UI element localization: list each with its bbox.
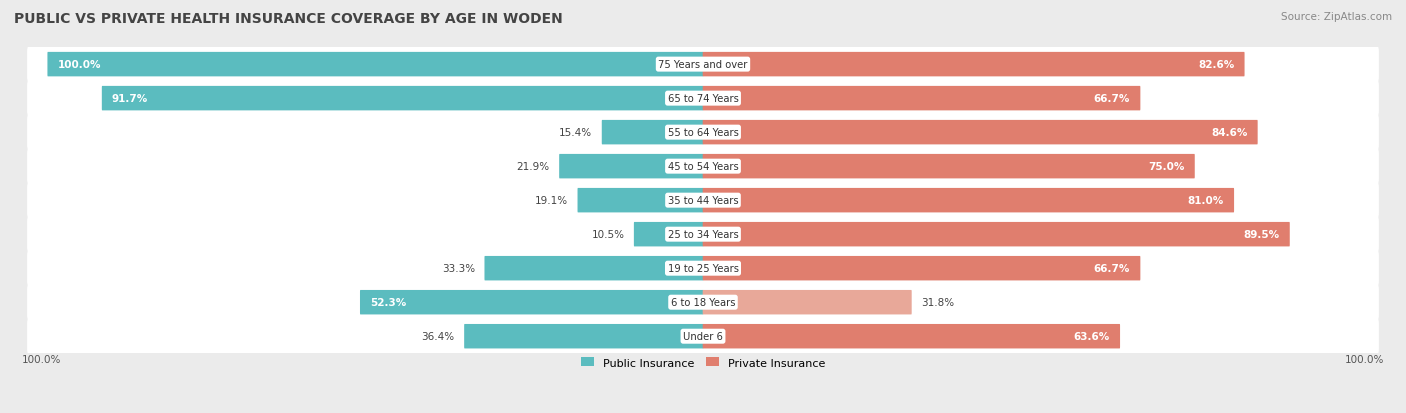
- FancyBboxPatch shape: [27, 251, 1379, 286]
- Text: Under 6: Under 6: [683, 331, 723, 342]
- FancyBboxPatch shape: [485, 256, 703, 281]
- Text: 75.0%: 75.0%: [1149, 162, 1185, 172]
- FancyBboxPatch shape: [27, 150, 1379, 184]
- Text: Source: ZipAtlas.com: Source: ZipAtlas.com: [1281, 12, 1392, 22]
- Text: 33.3%: 33.3%: [441, 263, 475, 273]
- Text: 36.4%: 36.4%: [422, 331, 454, 342]
- FancyBboxPatch shape: [703, 290, 911, 315]
- FancyBboxPatch shape: [27, 116, 1379, 150]
- Text: 66.7%: 66.7%: [1094, 94, 1130, 104]
- Text: 19.1%: 19.1%: [534, 196, 568, 206]
- Text: 91.7%: 91.7%: [112, 94, 148, 104]
- FancyBboxPatch shape: [48, 53, 703, 77]
- FancyBboxPatch shape: [703, 121, 1257, 145]
- FancyBboxPatch shape: [703, 188, 1234, 213]
- FancyBboxPatch shape: [360, 290, 703, 315]
- FancyBboxPatch shape: [703, 53, 1244, 77]
- Text: 84.6%: 84.6%: [1211, 128, 1247, 138]
- FancyBboxPatch shape: [578, 188, 703, 213]
- FancyBboxPatch shape: [31, 49, 1375, 83]
- FancyBboxPatch shape: [703, 87, 1140, 111]
- Text: 63.6%: 63.6%: [1074, 331, 1109, 342]
- Text: 52.3%: 52.3%: [370, 297, 406, 307]
- Text: 25 to 34 Years: 25 to 34 Years: [668, 230, 738, 240]
- FancyBboxPatch shape: [27, 319, 1379, 354]
- Text: 65 to 74 Years: 65 to 74 Years: [668, 94, 738, 104]
- FancyBboxPatch shape: [703, 222, 1289, 247]
- Text: 82.6%: 82.6%: [1198, 60, 1234, 70]
- FancyBboxPatch shape: [703, 256, 1140, 281]
- FancyBboxPatch shape: [31, 320, 1375, 355]
- Text: 100.0%: 100.0%: [1346, 354, 1385, 364]
- Text: 55 to 64 Years: 55 to 64 Years: [668, 128, 738, 138]
- FancyBboxPatch shape: [31, 151, 1375, 185]
- Text: 21.9%: 21.9%: [516, 162, 550, 172]
- FancyBboxPatch shape: [31, 117, 1375, 152]
- Text: 75 Years and over: 75 Years and over: [658, 60, 748, 70]
- FancyBboxPatch shape: [27, 47, 1379, 82]
- FancyBboxPatch shape: [27, 217, 1379, 252]
- Legend: Public Insurance, Private Insurance: Public Insurance, Private Insurance: [576, 353, 830, 372]
- FancyBboxPatch shape: [31, 185, 1375, 219]
- FancyBboxPatch shape: [31, 83, 1375, 118]
- FancyBboxPatch shape: [101, 87, 703, 111]
- Text: 31.8%: 31.8%: [921, 297, 955, 307]
- FancyBboxPatch shape: [31, 253, 1375, 287]
- FancyBboxPatch shape: [703, 154, 1195, 179]
- Text: 15.4%: 15.4%: [560, 128, 592, 138]
- FancyBboxPatch shape: [602, 121, 703, 145]
- FancyBboxPatch shape: [31, 218, 1375, 253]
- FancyBboxPatch shape: [703, 324, 1121, 349]
- Text: 19 to 25 Years: 19 to 25 Years: [668, 263, 738, 273]
- FancyBboxPatch shape: [464, 324, 703, 349]
- FancyBboxPatch shape: [27, 82, 1379, 116]
- FancyBboxPatch shape: [560, 154, 703, 179]
- Text: 45 to 54 Years: 45 to 54 Years: [668, 162, 738, 172]
- Text: PUBLIC VS PRIVATE HEALTH INSURANCE COVERAGE BY AGE IN WODEN: PUBLIC VS PRIVATE HEALTH INSURANCE COVER…: [14, 12, 562, 26]
- Text: 100.0%: 100.0%: [21, 354, 60, 364]
- FancyBboxPatch shape: [31, 287, 1375, 321]
- FancyBboxPatch shape: [27, 285, 1379, 320]
- FancyBboxPatch shape: [634, 222, 703, 247]
- FancyBboxPatch shape: [27, 183, 1379, 218]
- Text: 10.5%: 10.5%: [592, 230, 624, 240]
- Text: 66.7%: 66.7%: [1094, 263, 1130, 273]
- Text: 81.0%: 81.0%: [1188, 196, 1223, 206]
- Text: 100.0%: 100.0%: [58, 60, 101, 70]
- Text: 35 to 44 Years: 35 to 44 Years: [668, 196, 738, 206]
- Text: 6 to 18 Years: 6 to 18 Years: [671, 297, 735, 307]
- Text: 89.5%: 89.5%: [1243, 230, 1279, 240]
